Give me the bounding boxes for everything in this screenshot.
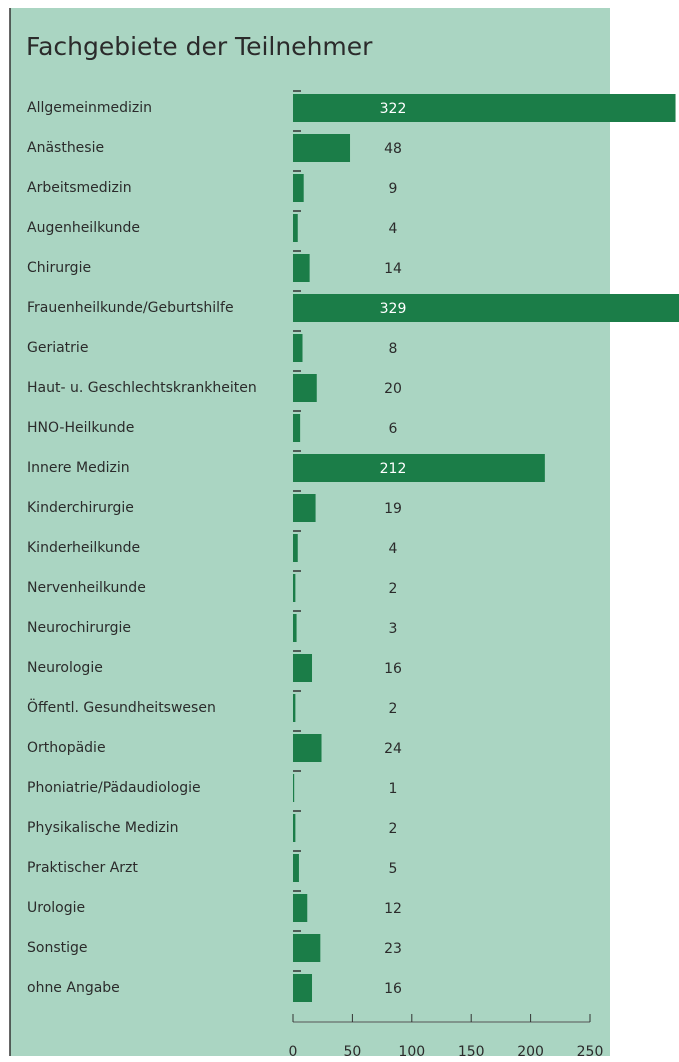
x-tick-label: 150 (458, 1044, 485, 1060)
bar (293, 334, 303, 362)
value-label: 4 (389, 541, 398, 557)
y-tick-label: Neurologie (27, 660, 103, 676)
value-label: 6 (389, 421, 398, 437)
value-label: 2 (389, 581, 398, 597)
bar (293, 94, 676, 122)
y-tick-label: Geriatrie (27, 340, 88, 356)
x-tick-label: 50 (343, 1044, 361, 1060)
y-tick-label: Innere Medizin (27, 460, 130, 476)
y-tick-label: Anästhesie (27, 140, 104, 156)
bar (293, 854, 299, 882)
y-tick-label: Arbeitsmedizin (27, 180, 132, 196)
value-label: 212 (380, 461, 407, 477)
y-tick-label: Kinderchirurgie (27, 500, 134, 516)
bar (293, 774, 295, 802)
value-label: 322 (380, 101, 407, 117)
bar (293, 574, 296, 602)
value-label: 14 (384, 261, 402, 277)
bar (293, 374, 317, 402)
value-label: 19 (384, 501, 402, 517)
bar (293, 734, 322, 762)
value-label: 20 (384, 381, 402, 397)
value-label: 48 (384, 141, 402, 157)
y-tick-label: Augenheilkunde (27, 220, 140, 236)
value-label: 3 (389, 621, 398, 637)
value-label: 24 (384, 741, 402, 757)
y-tick-label: Phoniatrie/Pädaudiologie (27, 780, 201, 796)
y-tick-label: Praktischer Arzt (27, 860, 138, 876)
x-tick-label: 100 (398, 1044, 425, 1060)
bar (293, 534, 298, 562)
panel (10, 8, 610, 1056)
y-tick-label: Haut- u. Geschlechtskrankheiten (27, 380, 257, 396)
x-tick-label: 0 (289, 1044, 298, 1060)
value-label: 2 (389, 701, 398, 717)
value-label: 2 (389, 821, 398, 837)
bar (293, 974, 313, 1002)
y-tick-label: ohne Angabe (27, 980, 120, 996)
y-tick-label: Orthopädie (27, 740, 106, 756)
x-tick-label: 250 (577, 1044, 604, 1060)
y-tick-label: Urologie (27, 900, 85, 916)
value-label: 1 (389, 781, 398, 797)
value-label: 23 (384, 941, 402, 957)
value-label: 4 (389, 221, 398, 237)
chart-title: Fachgebiete der Teilnehmer (26, 32, 373, 61)
y-tick-label: Chirurgie (27, 260, 91, 276)
bar (293, 174, 304, 202)
bar (293, 454, 545, 482)
y-tick-label: Neurochirurgie (27, 620, 131, 636)
y-tick-label: Öffentl. Gesundheitswesen (27, 698, 216, 716)
bar (293, 214, 298, 242)
y-tick-label: Sonstige (27, 940, 88, 956)
bar (293, 134, 351, 162)
y-tick-label: Frauenheilkunde/Geburtshilfe (27, 300, 234, 316)
x-tick-label: 200 (517, 1044, 544, 1060)
value-label: 329 (380, 301, 407, 317)
bar (293, 414, 301, 442)
value-label: 8 (389, 341, 398, 357)
y-tick-label: Kinderheilkunde (27, 540, 140, 556)
y-tick-label: Physikalische Medizin (27, 820, 179, 836)
bar (293, 614, 297, 642)
bar (293, 654, 313, 682)
value-label: 9 (389, 181, 398, 197)
y-tick-label: Allgemeinmedizin (27, 100, 152, 116)
bar (293, 494, 316, 522)
y-tick-label: HNO-Heilkunde (27, 420, 134, 436)
bar (293, 694, 296, 722)
value-label: 16 (384, 661, 402, 677)
y-tick-label: Nervenheilkunde (27, 580, 146, 596)
bar (293, 254, 310, 282)
bar (293, 814, 296, 842)
bar (293, 294, 679, 322)
value-label: 5 (389, 861, 398, 877)
value-label: 16 (384, 981, 402, 997)
value-label: 12 (384, 901, 402, 917)
bar (293, 894, 308, 922)
bar (293, 934, 321, 962)
